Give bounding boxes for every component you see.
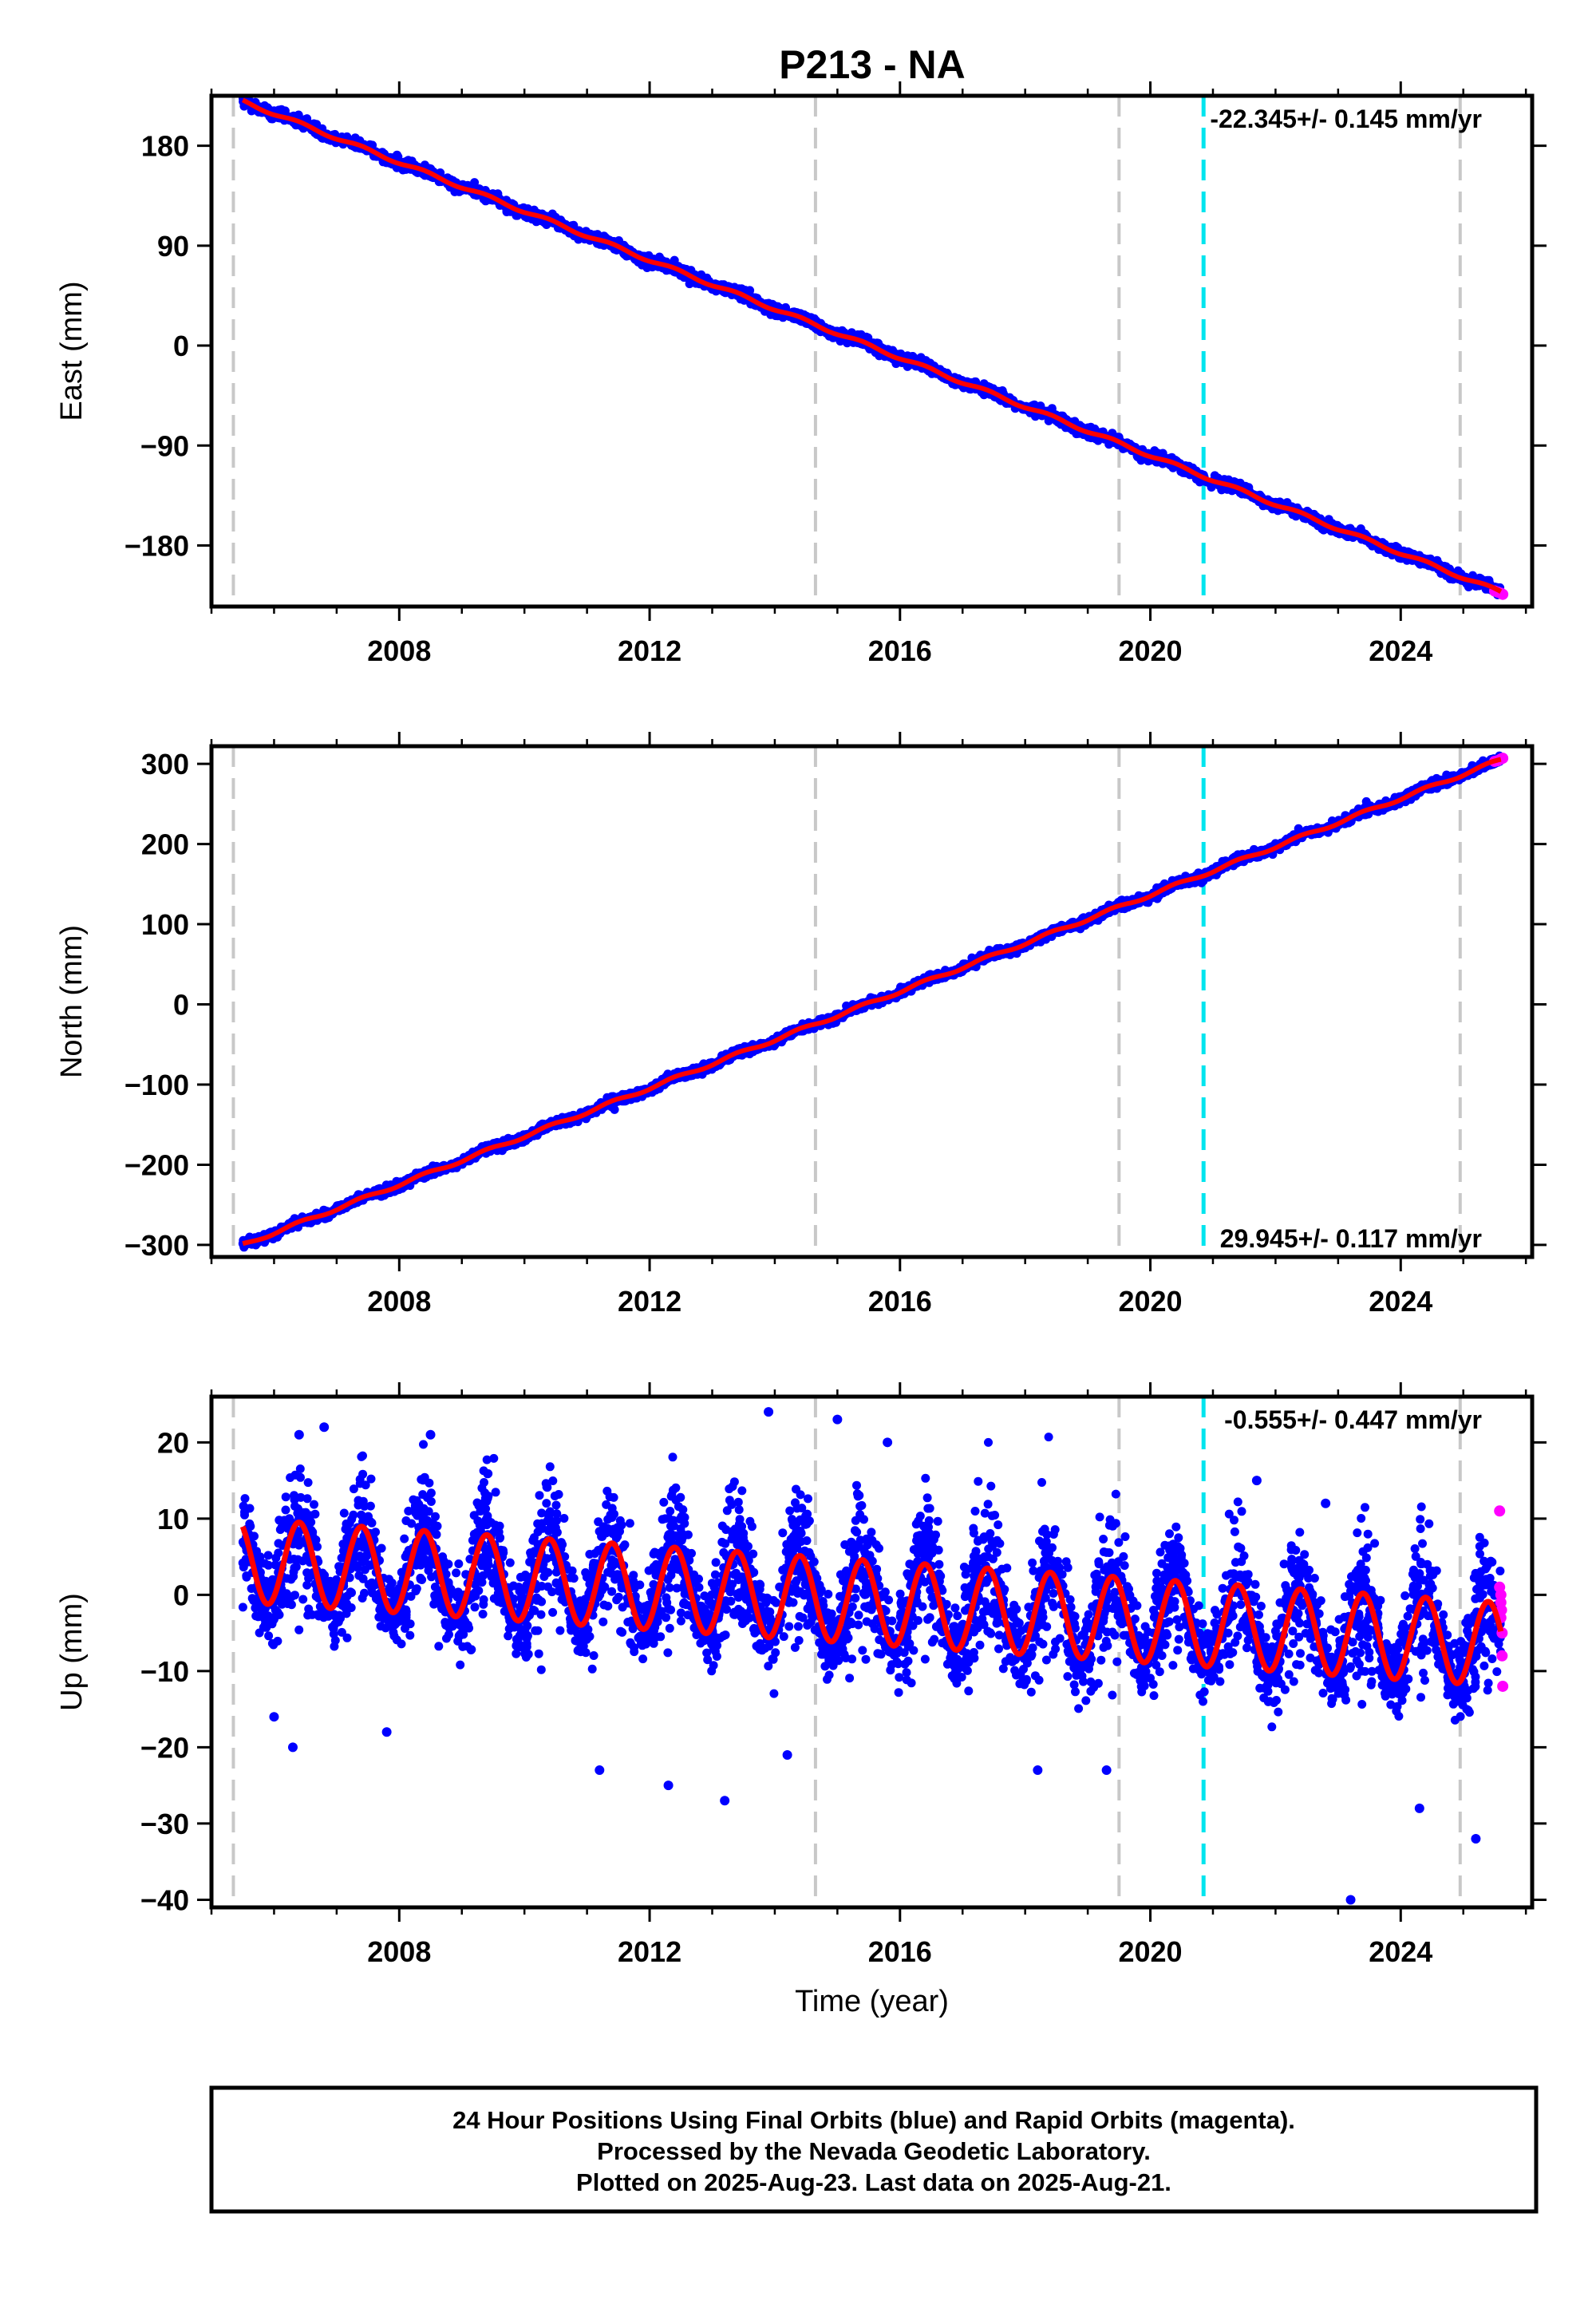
y-tick-label: 90 bbox=[157, 230, 189, 263]
plot-area bbox=[231, 96, 1509, 607]
final-orbit-point bbox=[1086, 422, 1096, 432]
y-tick-label: 180 bbox=[141, 130, 189, 163]
final-orbit-point bbox=[470, 178, 480, 188]
east-panel: 2008 2012 2016 2020 2024 180 90 0 −90 −180 East (m… bbox=[55, 81, 1547, 667]
final-orbit-point bbox=[1108, 429, 1117, 438]
final-orbit-point bbox=[856, 330, 866, 339]
chart-title: P213 - NA bbox=[779, 42, 965, 87]
y-tick-label: −180 bbox=[124, 529, 189, 562]
x-tick-label: 2012 bbox=[618, 634, 681, 667]
y-tick-label: 0 bbox=[173, 330, 189, 362]
plot-frame bbox=[209, 93, 1535, 609]
x-tick-label: 2024 bbox=[1369, 634, 1432, 667]
x-tick-label: 2016 bbox=[868, 634, 932, 667]
x-tick-label: 2008 bbox=[367, 634, 431, 667]
final-orbit-point bbox=[843, 338, 852, 348]
final-orbit-point bbox=[1136, 456, 1146, 465]
y-axis-label: East (mm) bbox=[55, 281, 89, 421]
north-panel: 2008 2012 2016 2020 20243002001000−100−200−3… bbox=[55, 732, 1547, 1318]
plot-area bbox=[231, 746, 1509, 1257]
x-tick-label: 2020 bbox=[1118, 634, 1182, 667]
final-orbit-point bbox=[1224, 475, 1234, 484]
model-fit-line bbox=[241, 97, 1503, 594]
final-orbit-point bbox=[685, 279, 694, 289]
final-orbit-point bbox=[1464, 583, 1473, 591]
rate-annotation: -22.345+/- 0.145 mm/yr bbox=[1210, 105, 1482, 133]
y-tick-label: −90 bbox=[140, 429, 189, 462]
